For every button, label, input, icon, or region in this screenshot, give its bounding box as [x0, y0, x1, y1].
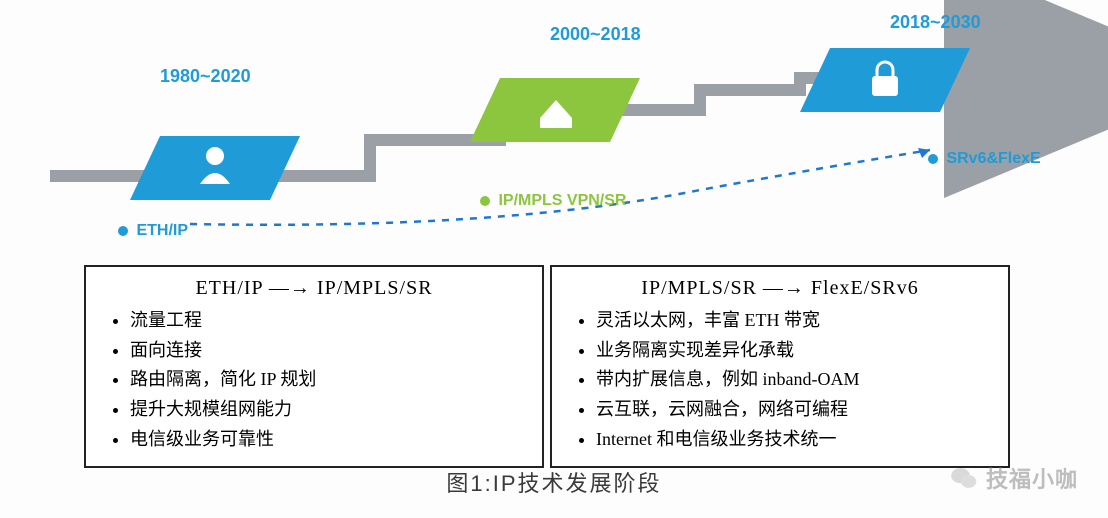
comparison-tables: ETH/IP —→ IP/MPLS/SR 流量工程 面向连接 路由隔离，简化 I…	[84, 265, 1010, 468]
table-left-title: ETH/IP —→ IP/MPLS/SR	[100, 277, 528, 300]
list-item: 流量工程	[130, 306, 528, 336]
tech-label-eth: ETH/IP	[118, 222, 188, 240]
table-left: ETH/IP —→ IP/MPLS/SR 流量工程 面向连接 路由隔离，简化 I…	[84, 265, 544, 468]
figure-caption: 图1:IP技术发展阶段	[0, 466, 1108, 498]
tech-label-mpls: IP/MPLS VPN/SR	[480, 192, 626, 210]
watermark: 技福小咖	[950, 462, 1078, 494]
table-right: IP/MPLS/SR —→ FlexE/SRv6 灵活以太网，丰富 ETH 带宽…	[550, 265, 1010, 468]
list-item: 电信级业务可靠性	[130, 425, 528, 455]
dashed-trend	[190, 150, 930, 225]
list-item: 云互联，云网融合，网络可编程	[596, 395, 994, 425]
table-right-list: 灵活以太网，丰富 ETH 带宽 业务隔离实现差异化承载 带内扩展信息，例如 in…	[566, 306, 994, 454]
list-item: 路由隔离，简化 IP 规划	[130, 365, 528, 395]
period-3: 2018~2030	[890, 12, 981, 33]
wechat-icon	[950, 464, 978, 492]
node-srv6	[800, 48, 970, 112]
tech-label-text: SRv6&FlexE	[946, 150, 1040, 167]
tech-label-srv6: SRv6&FlexE	[928, 150, 1041, 168]
node-eth	[130, 136, 300, 200]
dot-icon	[480, 196, 490, 206]
table-right-title: IP/MPLS/SR —→ FlexE/SRv6	[566, 277, 994, 300]
list-item: 带内扩展信息，例如 inband-OAM	[596, 365, 994, 395]
list-item: 业务隔离实现差异化承载	[596, 336, 994, 366]
list-item: 面向连接	[130, 336, 528, 366]
tech-label-text: IP/MPLS VPN/SR	[498, 192, 626, 209]
list-item: Internet 和电信级业务技术统一	[596, 425, 994, 455]
node-mpls	[470, 78, 640, 142]
tech-label-text: ETH/IP	[136, 222, 188, 239]
list-item: 提升大规模组网能力	[130, 395, 528, 425]
period-1: 1980~2020	[160, 66, 251, 87]
table-left-list: 流量工程 面向连接 路由隔离，简化 IP 规划 提升大规模组网能力 电信级业务可…	[100, 306, 528, 454]
list-item: 灵活以太网，丰富 ETH 带宽	[596, 306, 994, 336]
dot-icon	[118, 226, 128, 236]
timeline-diagram: 1980~2020 2000~2018 2018~2030 ETH/IP IP/…	[0, 0, 1108, 260]
dot-icon	[928, 154, 938, 164]
watermark-text: 技福小咖	[986, 462, 1078, 494]
period-2: 2000~2018	[550, 24, 641, 45]
